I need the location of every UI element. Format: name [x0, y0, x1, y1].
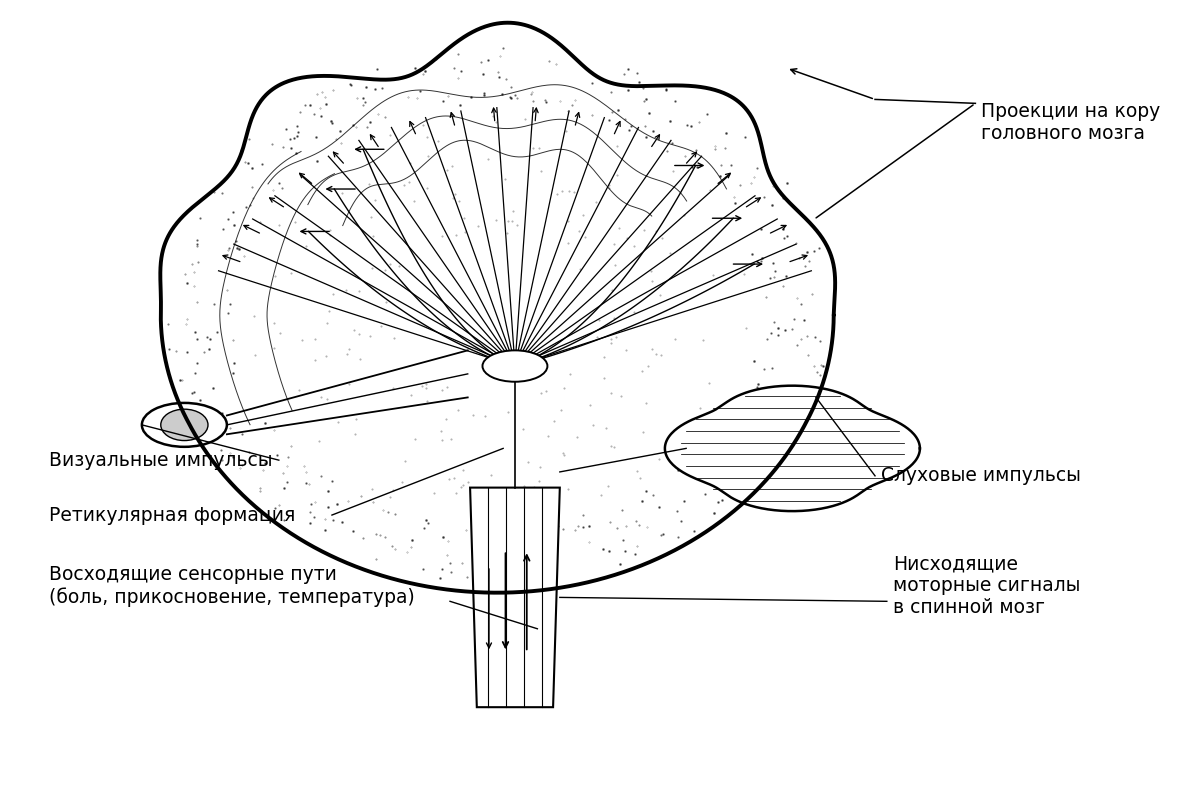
Ellipse shape [142, 403, 226, 447]
Polygon shape [160, 23, 836, 593]
Text: Визуальные импульсы: Визуальные импульсы [48, 451, 272, 470]
Text: Нисходящие
моторные сигналы
в спинной мозг: Нисходящие моторные сигналы в спинной мо… [892, 554, 1080, 617]
Polygon shape [665, 386, 920, 511]
Text: Слуховые импульсы: Слуховые импульсы [881, 467, 1081, 486]
Text: Проекции на кору
головного мозга: Проекции на кору головного мозга [981, 102, 1161, 143]
Circle shape [161, 409, 208, 441]
Ellipse shape [483, 350, 548, 382]
Text: Ретикулярная формация: Ретикулярная формация [48, 505, 295, 525]
Polygon shape [470, 488, 560, 708]
Text: Восходящие сенсорные пути
(боль, прикосновение, температура): Восходящие сенсорные пути (боль, прикосн… [48, 565, 414, 607]
